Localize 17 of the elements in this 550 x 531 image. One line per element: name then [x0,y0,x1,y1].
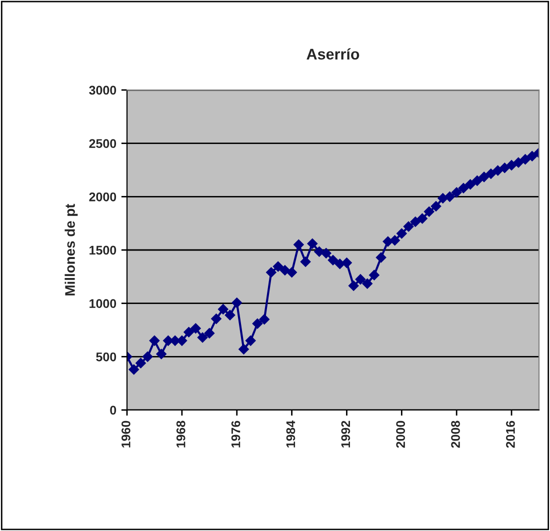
x-tick-label: 1992 [341,420,350,448]
y-tick-label: 1500 [90,246,116,255]
y-tick-label: 0 [110,406,116,415]
y-tick-label: 2500 [89,139,116,148]
x-tick-label: 2016 [506,420,515,448]
chart-title: Aserrío [306,48,360,60]
y-tick-label: 500 [96,352,116,362]
x-tick-label: 2000 [396,420,406,448]
x-tick-label: 2008 [451,420,460,448]
y-tick-label: 2000 [89,192,116,202]
y-axis-title: Millones de pt [64,204,78,296]
y-tick-label: 3000 [89,86,116,95]
y-tick-label: 1000 [90,299,116,308]
x-tick-label: 1960 [122,420,130,448]
x-tick-label: 1984 [286,420,296,448]
x-tick-label: 1968 [176,420,186,448]
x-tick-label: 1976 [231,420,240,448]
